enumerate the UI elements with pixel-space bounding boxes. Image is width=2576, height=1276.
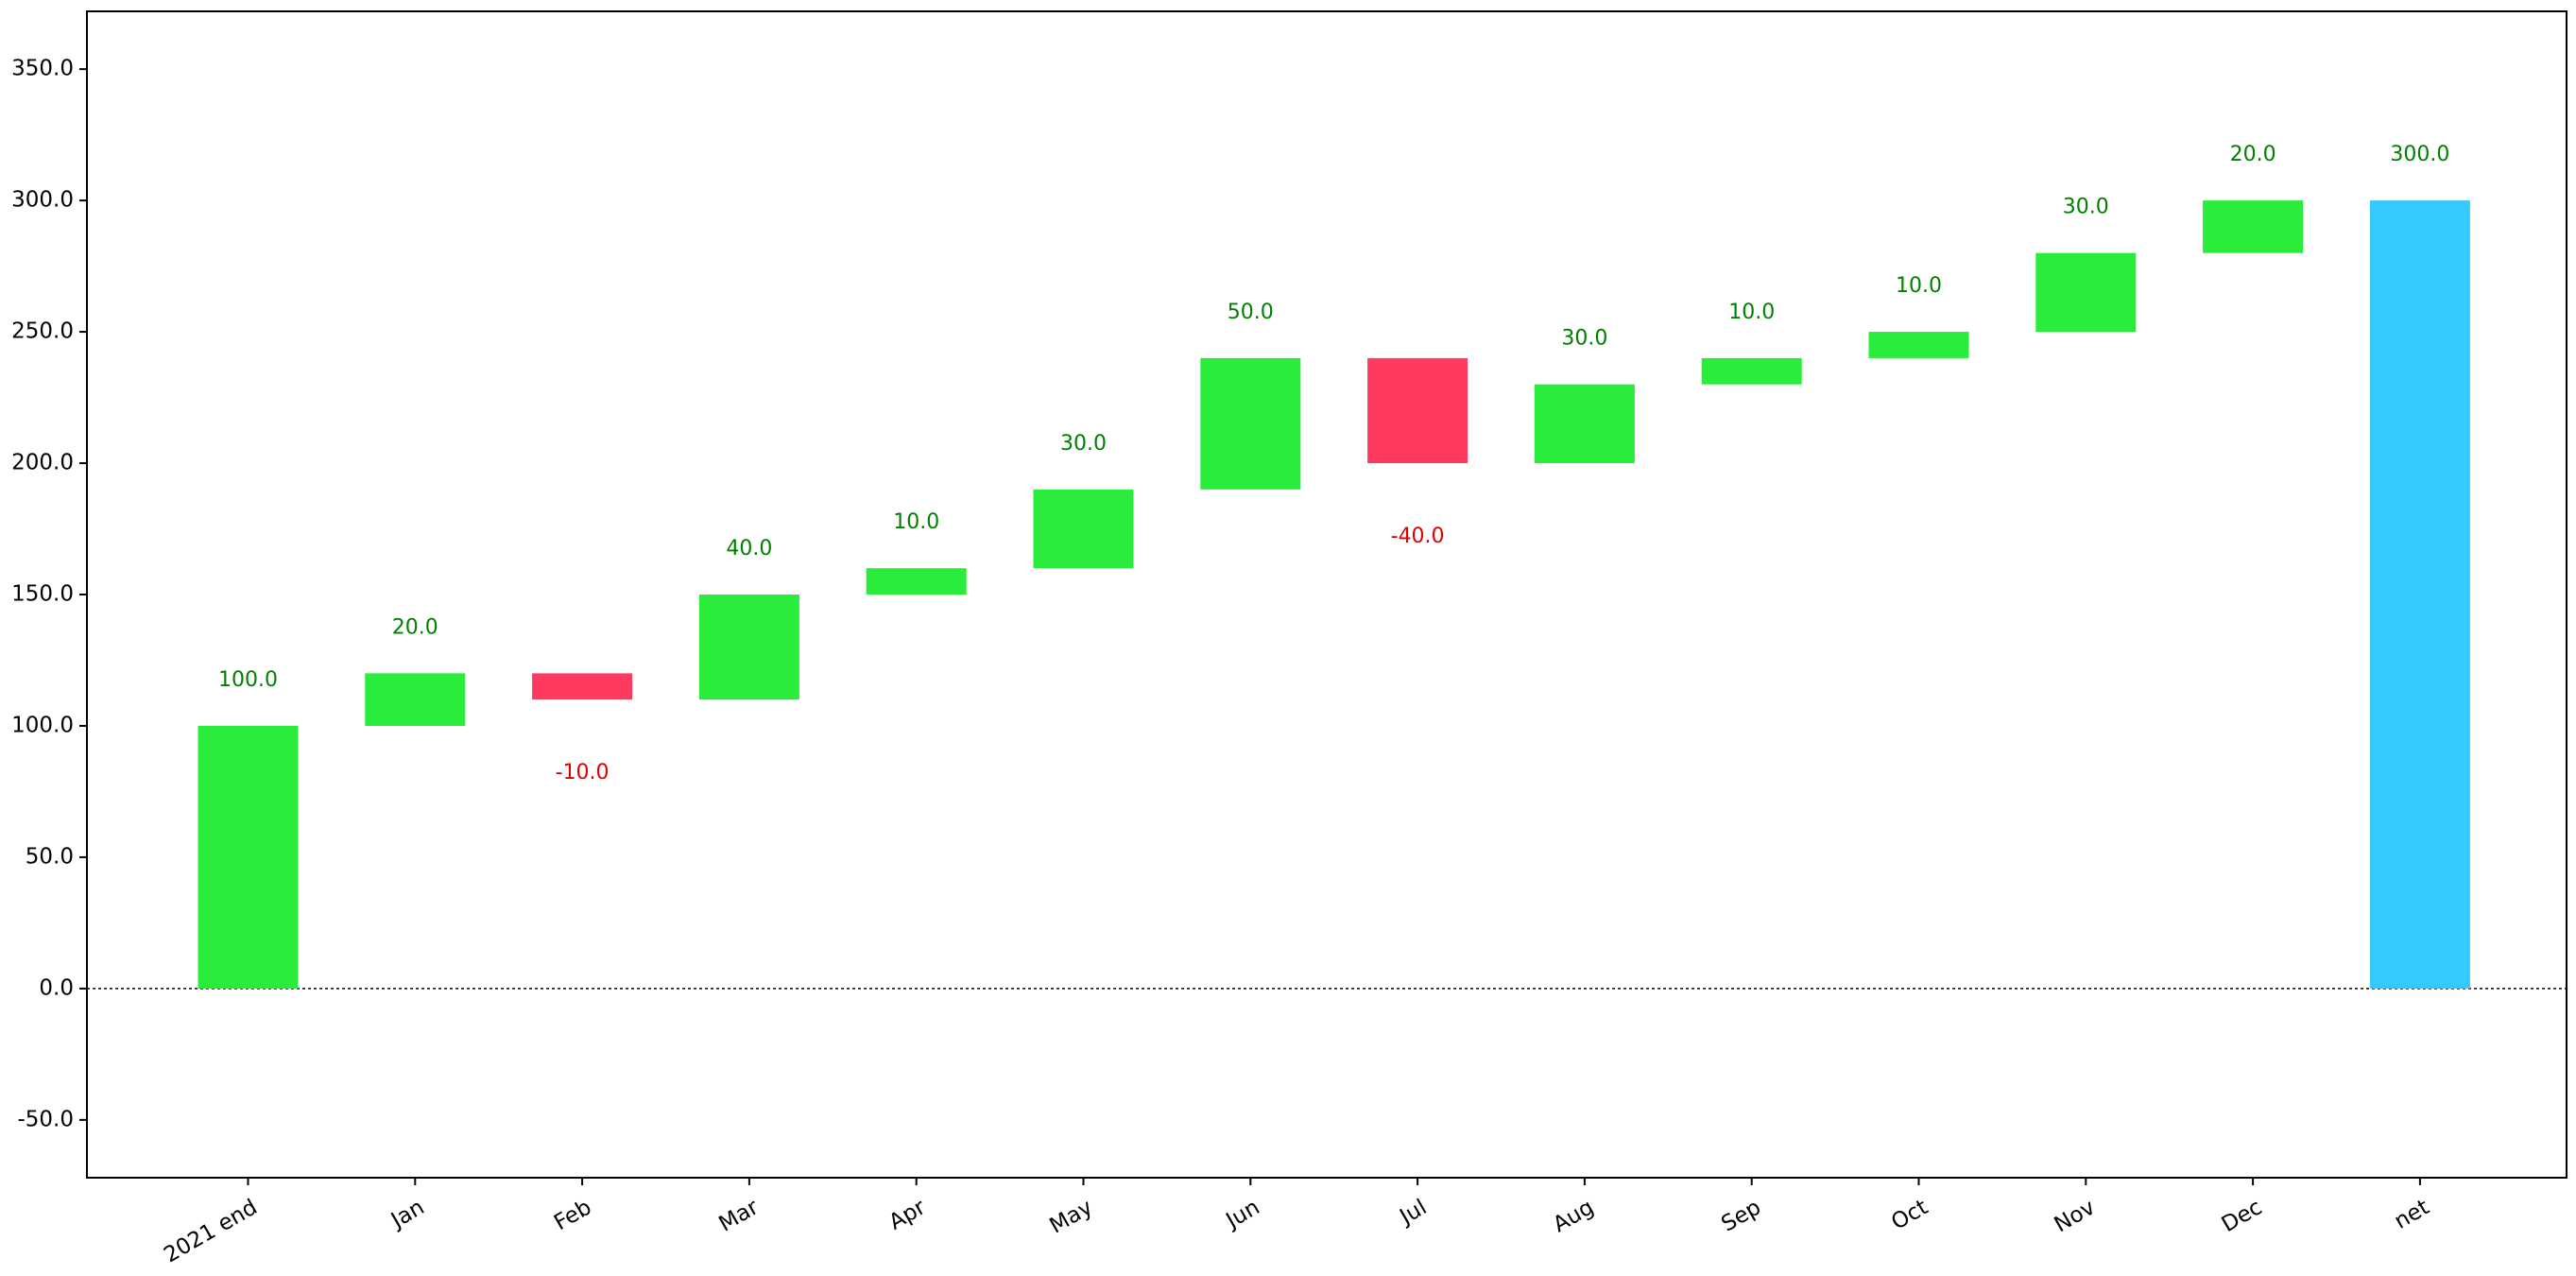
x-tick-label: Dec bbox=[2218, 1195, 2267, 1237]
bar bbox=[1534, 384, 1635, 464]
y-tick-label: 100.0 bbox=[11, 713, 74, 737]
value-label: 300.0 bbox=[2390, 143, 2449, 166]
bar bbox=[1033, 489, 1134, 569]
bar bbox=[2035, 252, 2137, 333]
value-label: 10.0 bbox=[893, 510, 939, 534]
x-tick-label: Oct bbox=[1887, 1195, 1932, 1234]
y-tick-label: 250.0 bbox=[11, 319, 74, 344]
x-tick-label: Nov bbox=[2051, 1195, 2100, 1237]
value-label: -40.0 bbox=[1391, 525, 1445, 548]
value-label: 20.0 bbox=[392, 615, 438, 639]
y-tick-label: -50.0 bbox=[17, 1107, 74, 1131]
value-label: 30.0 bbox=[2063, 196, 2109, 219]
y-tick-label: 0.0 bbox=[39, 975, 74, 1000]
y-tick-label: 50.0 bbox=[26, 844, 74, 869]
bar bbox=[1367, 357, 1468, 464]
bar bbox=[365, 673, 466, 726]
y-tick-label: 200.0 bbox=[11, 451, 74, 475]
y-tick-label: 150.0 bbox=[11, 582, 74, 607]
bar bbox=[197, 725, 299, 989]
x-tick-label: Jan bbox=[386, 1195, 428, 1233]
bar bbox=[1701, 357, 1802, 385]
value-label: 100.0 bbox=[218, 668, 278, 692]
x-tick-label: Jun bbox=[1221, 1195, 1264, 1233]
bar bbox=[698, 595, 799, 700]
x-tick-label: Jul bbox=[1395, 1195, 1432, 1230]
bar bbox=[532, 673, 633, 700]
bar bbox=[2203, 200, 2304, 253]
value-label: 30.0 bbox=[1561, 327, 1607, 351]
x-tick-label: Apr bbox=[884, 1195, 930, 1235]
value-label: 50.0 bbox=[1228, 301, 1274, 324]
value-label: 40.0 bbox=[726, 537, 772, 560]
x-tick-label: net bbox=[2390, 1195, 2433, 1233]
x-tick-label: Mar bbox=[715, 1195, 764, 1236]
x-tick-label: Aug bbox=[1549, 1195, 1598, 1237]
x-tick-label: Feb bbox=[550, 1195, 595, 1235]
value-label: 10.0 bbox=[1896, 274, 1942, 298]
plot-frame bbox=[86, 10, 2567, 1179]
x-tick-label: 2021 end bbox=[160, 1195, 262, 1267]
y-tick-label: 300.0 bbox=[11, 188, 74, 213]
bar bbox=[866, 568, 967, 595]
value-label: 30.0 bbox=[1060, 432, 1107, 456]
value-label: -10.0 bbox=[556, 761, 610, 785]
bar bbox=[2369, 200, 2470, 989]
bar bbox=[1200, 357, 1301, 490]
y-tick-label: 350.0 bbox=[11, 57, 74, 81]
bar bbox=[1868, 332, 1969, 358]
x-tick-label: May bbox=[1046, 1195, 1097, 1238]
value-label: 10.0 bbox=[1728, 301, 1775, 324]
x-tick-label: Sep bbox=[1717, 1195, 1765, 1236]
value-label: 20.0 bbox=[2230, 143, 2276, 166]
